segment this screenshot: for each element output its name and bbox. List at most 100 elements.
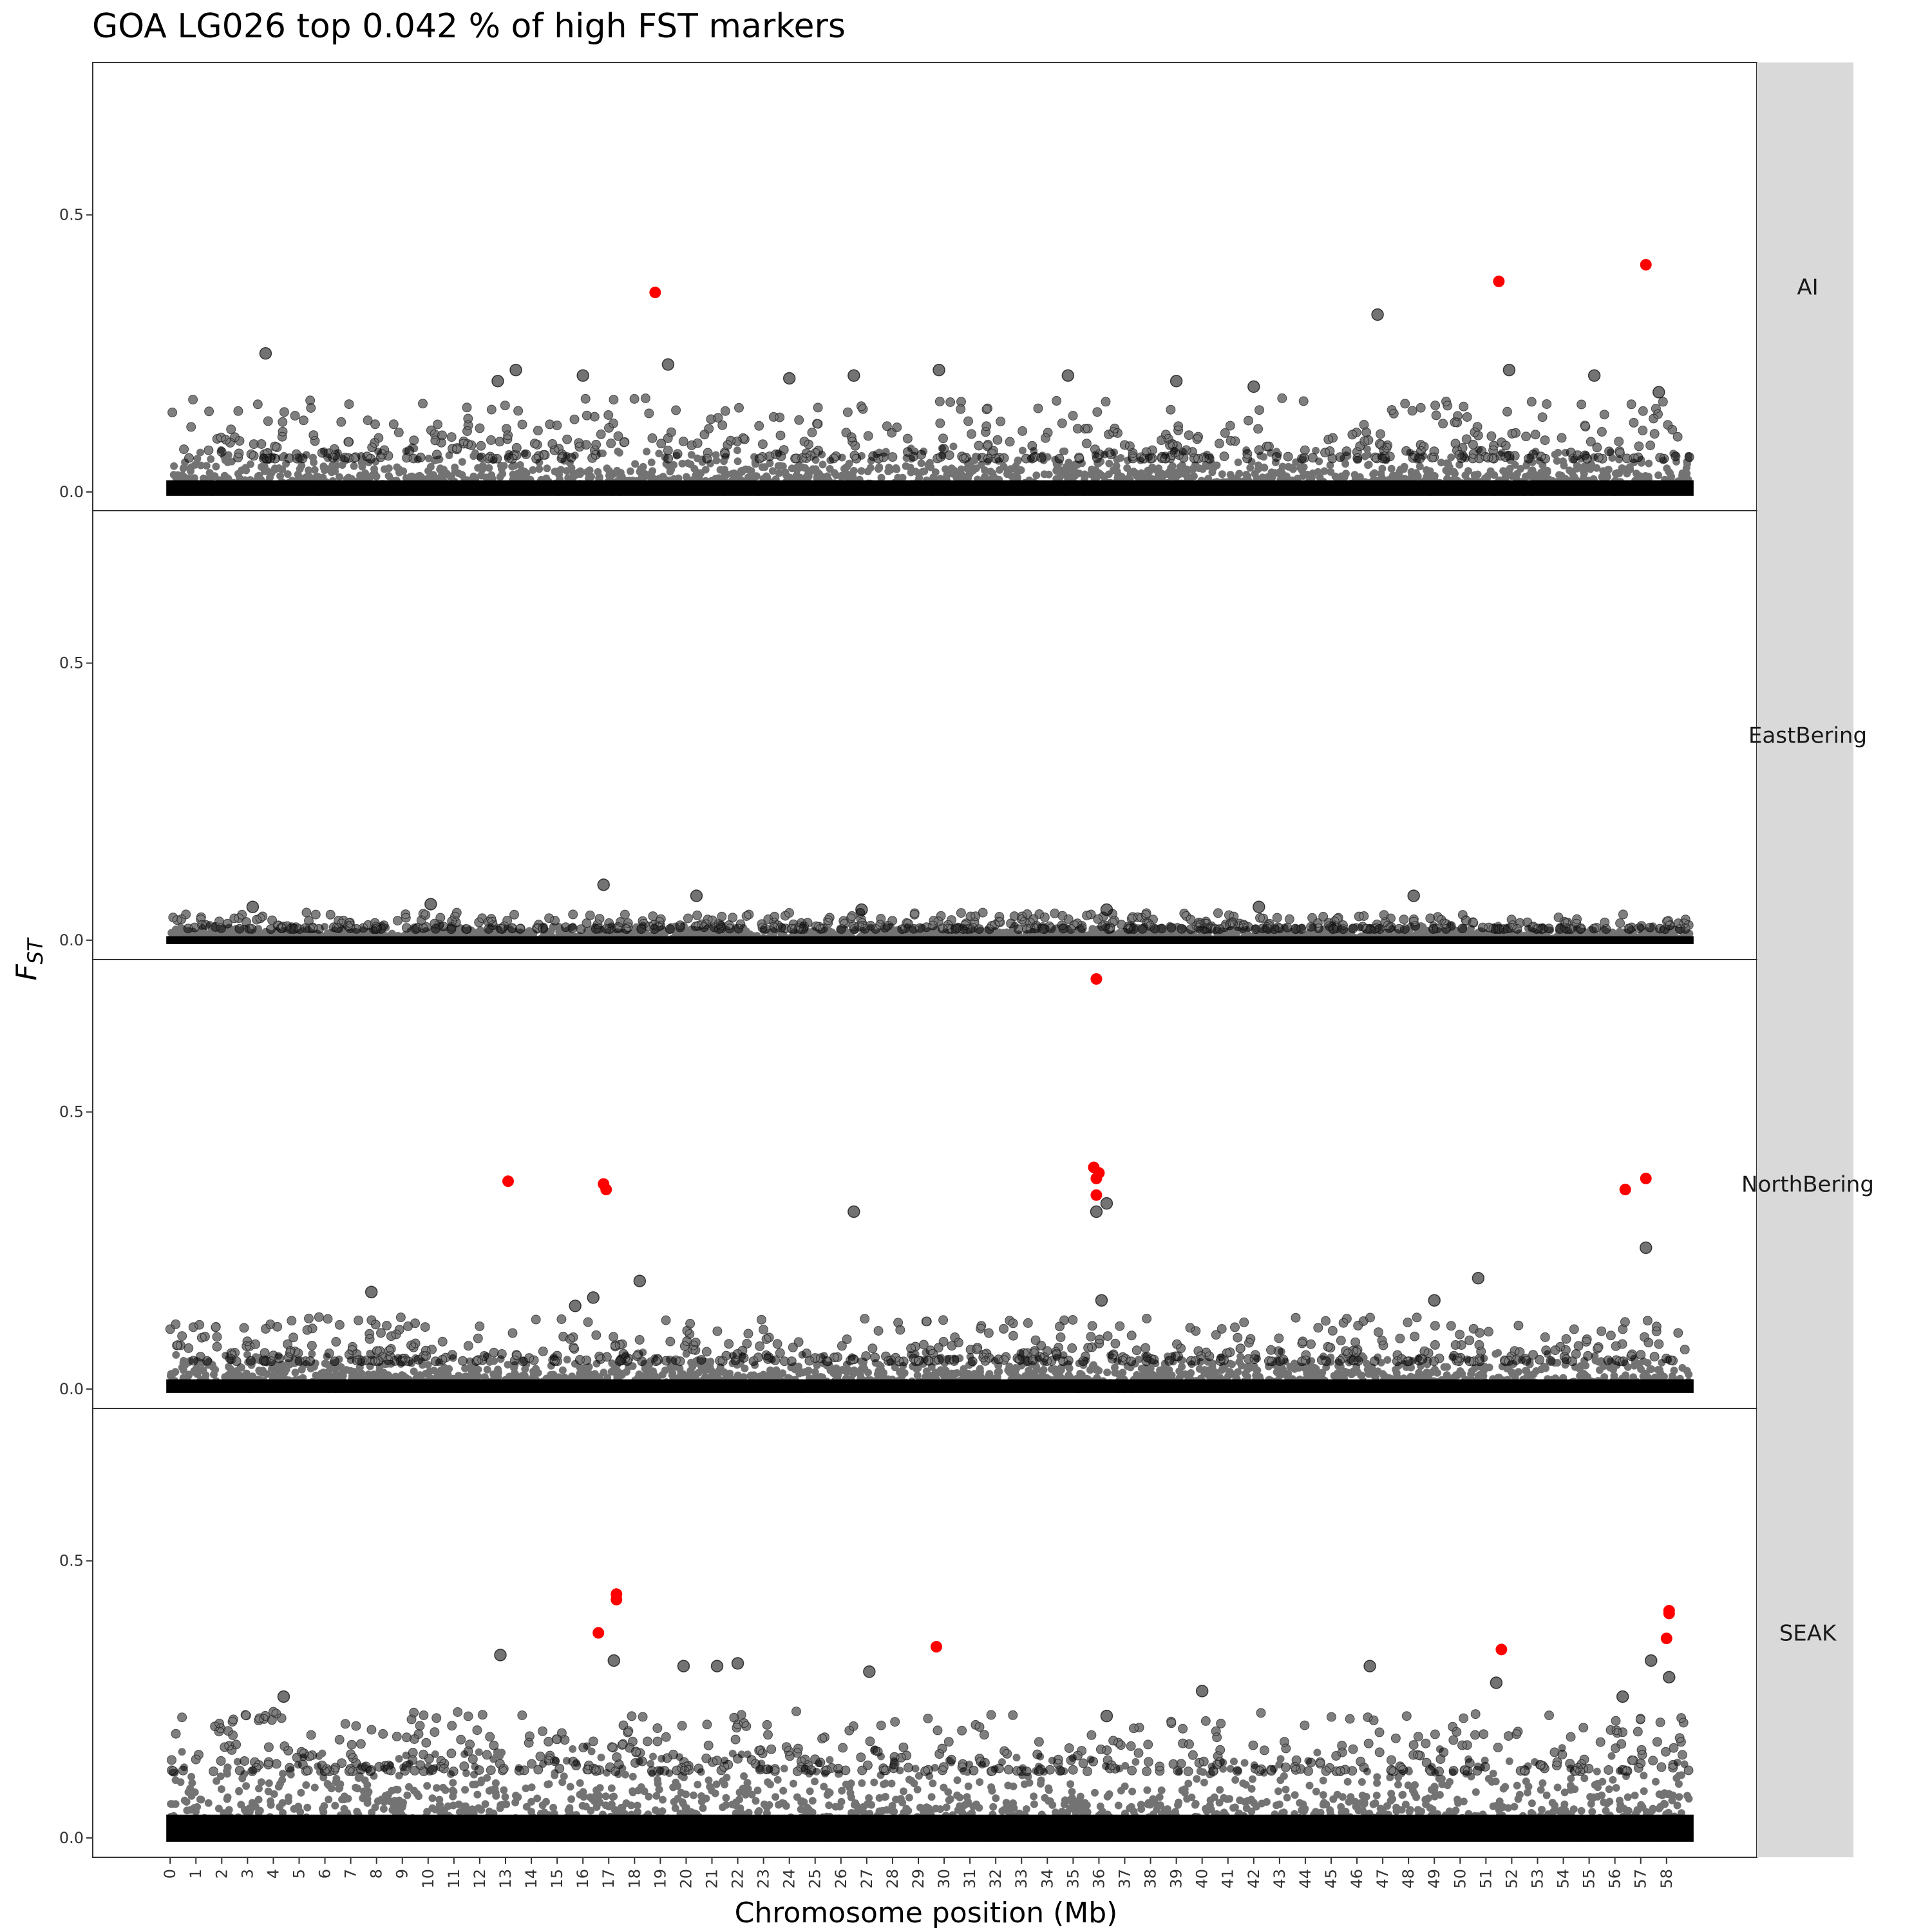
x-tick-label: 32 [987,1869,1005,1889]
x-tick-label: 34 [1038,1869,1056,1889]
x-tick-label: 12 [471,1869,489,1889]
outlier-point [1090,1172,1103,1184]
facet-strip [1757,1408,1853,1857]
y-tick-label: 0.5 [59,1552,84,1570]
marker-point [933,363,945,377]
marker-point [1371,308,1384,321]
marker-point [246,900,260,914]
x-tick-label: 29 [909,1869,927,1889]
x-tick-label: 36 [1090,1869,1108,1889]
marker-point [597,878,610,891]
chart-title: GOA LG026 top 0.042 % of high FST marker… [92,7,846,46]
marker-point [661,358,675,371]
x-tick-label: 46 [1348,1869,1366,1889]
x-axis: 0 1 2 3 4 5 6 7 8 9 10 11 12 13 14 15 16 17 18 19 20 21 22 23 24… [161,1857,1676,1889]
facet-strip [1757,960,1853,1408]
x-tick-label: 16 [574,1869,592,1889]
marker-point [863,1665,876,1678]
marker-point [1095,1294,1108,1307]
marker-point [1170,375,1183,388]
facet-panels: AI 0.0 0.5 EastBering 0.0 0.5 NorthBering 0.0 0.… [59,62,1874,1858]
x-tick-label: 37 [1115,1869,1133,1889]
x-tick-label: 30 [935,1869,953,1889]
outlier-point [1495,1643,1508,1656]
marker-point [1407,889,1420,902]
x-tick-label: 25 [806,1869,824,1889]
x-tick-label: 56 [1606,1869,1624,1889]
outlier-point [931,1641,943,1653]
y-tick-label: 0.5 [59,654,84,672]
x-tick-label: 15 [548,1869,566,1889]
x-tick-label: 51 [1477,1869,1495,1889]
marker-point [1663,1671,1676,1684]
marker-point [848,369,860,382]
x-tick-label: 44 [1296,1869,1314,1889]
marker-point [731,1657,744,1670]
outlier-point [600,1184,612,1196]
x-tick-label: 26 [832,1869,850,1889]
x-tick-label: 14 [522,1869,540,1889]
marker-point [690,889,703,902]
marker-point [569,1300,582,1312]
marker-point [576,369,589,382]
background-markers [166,1742,1694,1842]
x-tick-label: 28 [884,1869,902,1889]
x-tick-label: 33 [1012,1869,1030,1889]
x-tick-label: 19 [651,1869,669,1889]
x-tick-label: 47 [1374,1869,1392,1889]
y-axis-title-main: F [10,964,43,981]
marker-point [633,1274,647,1287]
x-tick-label: 23 [755,1869,773,1889]
facet-panel-eastbering: EastBering 0.0 0.5 [59,510,1867,960]
marker-points [166,1649,1694,1842]
marker-point [1195,1685,1209,1698]
marker-point [1100,903,1113,916]
outlier-point [1090,973,1103,985]
y-tick-label: 0.0 [59,1380,84,1398]
outlier-point [1619,1184,1631,1196]
outlier-point [1090,1189,1103,1201]
marker-point [1363,1660,1376,1672]
marker-point [855,903,868,916]
x-tick-label: 41 [1219,1869,1237,1889]
outlier-point [611,1593,623,1605]
x-tick-label: 8 [368,1869,386,1879]
outlier-point [1493,275,1505,287]
marker-point [1428,1294,1441,1307]
marker-point [1061,369,1075,382]
facet-strip-label: EastBering [1748,723,1867,749]
x-tick-label: 24 [781,1869,799,1889]
x-tick-label: 31 [961,1869,979,1889]
marker-points [165,1197,1694,1393]
marker-point [1653,386,1665,399]
x-tick-label: 20 [677,1869,695,1889]
marker-point [494,1649,507,1662]
x-tick-label: 2 [213,1869,231,1879]
facet-strip-label: AI [1797,275,1818,301]
marker-point [277,1690,290,1703]
marker-point [1247,380,1260,393]
facet-panel-northbering: NorthBering 0.0 0.5 [59,959,1874,1409]
marker-point [1502,363,1516,377]
x-tick-label: 10 [419,1869,437,1889]
marker-point [491,375,504,388]
x-tick-label: 45 [1322,1869,1340,1889]
x-tick-label: 58 [1658,1869,1676,1889]
marker-point [1490,1676,1503,1689]
marker-points [166,308,1694,496]
outlier-point [592,1627,605,1639]
x-tick-label: 7 [342,1869,360,1879]
marker-point [1587,369,1601,382]
marker-point [710,1660,724,1672]
x-tick-label: 48 [1399,1869,1417,1889]
marker-point [509,363,522,377]
background-markers [167,442,1693,496]
y-tick-label: 0.5 [59,1103,84,1121]
x-tick-label: 0 [161,1869,179,1879]
marker-point [1616,1690,1629,1703]
x-tick-label: 17 [600,1869,618,1889]
x-tick-label: 35 [1064,1869,1082,1889]
x-tick-label: 52 [1502,1869,1520,1889]
y-tick-label: 0.0 [59,483,84,501]
marker-point [1644,1654,1658,1667]
